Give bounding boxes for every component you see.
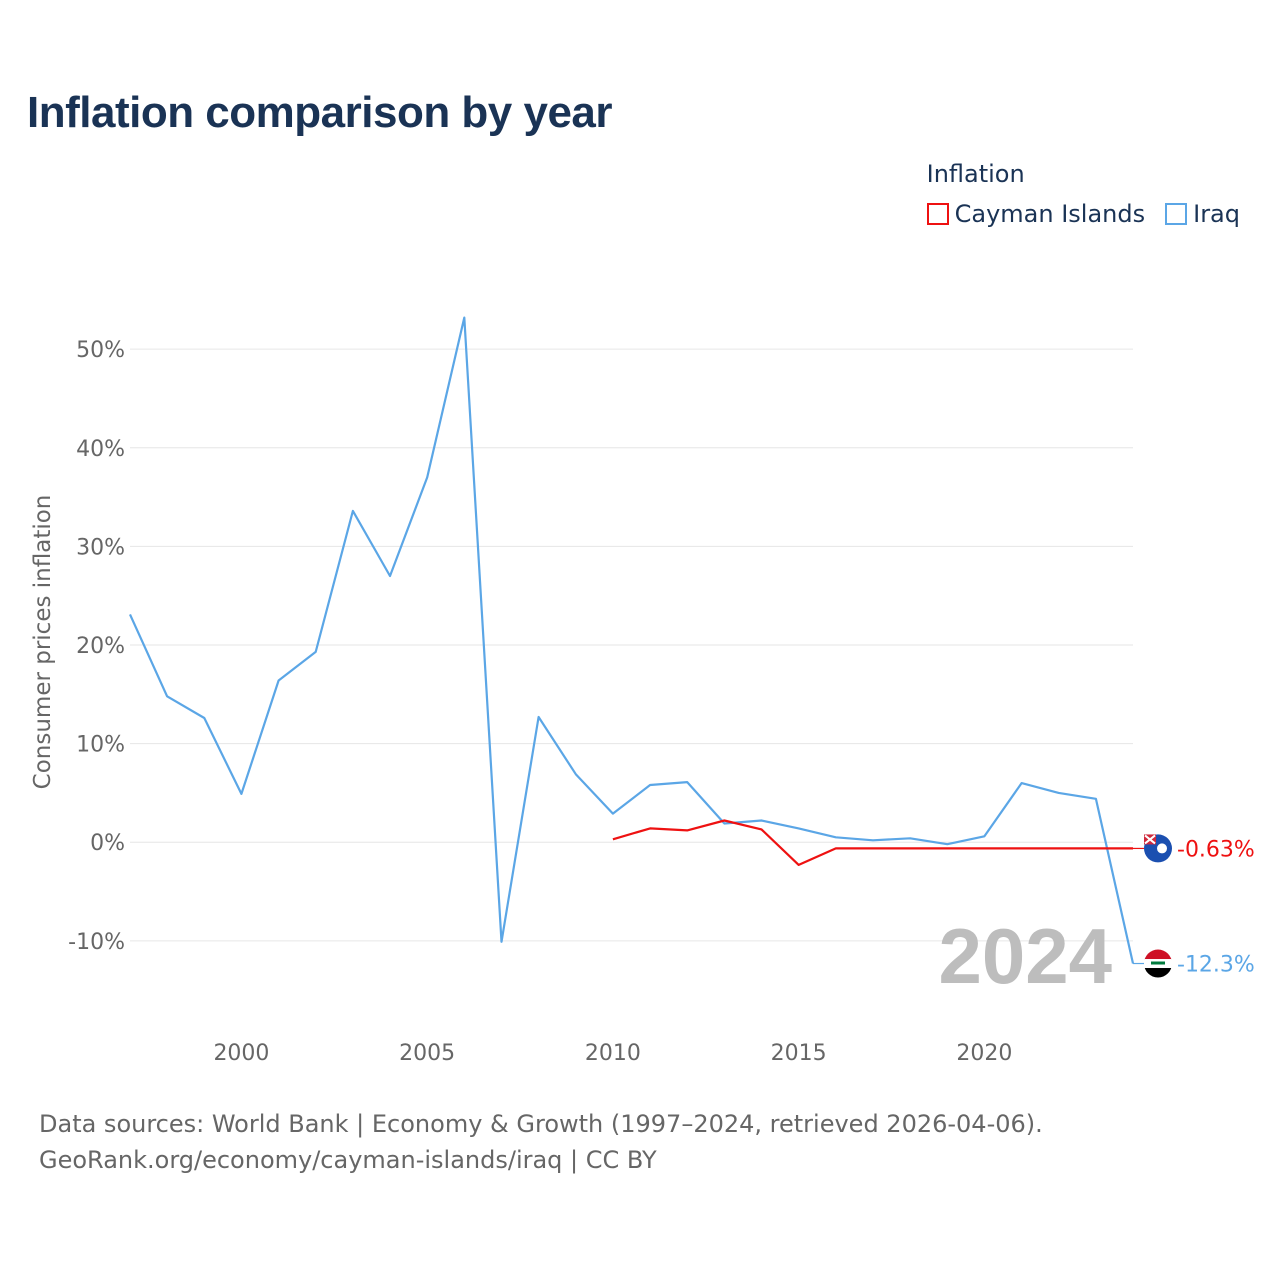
source-line-2[interactable]: GeoRank.org/economy/cayman-islands/iraq … (39, 1146, 657, 1174)
x-tick-label: 2015 (771, 1041, 827, 1066)
y-tick-label: 40% (76, 437, 125, 462)
end-value-label: -0.63% (1177, 837, 1255, 862)
x-tick-label: 2020 (956, 1041, 1012, 1066)
flag-emblem (1151, 961, 1165, 965)
x-tick-label: 2005 (399, 1041, 455, 1066)
legend-item-iraq[interactable]: Iraq (1165, 200, 1240, 228)
y-axis-label: Consumer prices inflation (30, 495, 56, 790)
legend-items: Cayman Islands Iraq (926, 200, 1240, 228)
end-markers: -0.63% -12.3% (1133, 834, 1255, 978)
end-value-label: -12.3% (1177, 953, 1255, 978)
year-watermark: 2024 (938, 912, 1112, 1000)
series-line-iraq (128, 316, 1135, 964)
y-tick-label: -10% (68, 930, 125, 955)
gridlines (130, 348, 1133, 942)
y-tick-label: 10% (76, 733, 125, 758)
chart-title: Inflation comparison by year (27, 88, 613, 137)
source-line-1: Data sources: World Bank | Economy & Gro… (39, 1110, 1043, 1138)
series-lines (128, 316, 1135, 964)
y-tick-label: 0% (90, 831, 125, 856)
flag-badge (1157, 843, 1167, 854)
x-tick-label: 2000 (213, 1041, 269, 1066)
y-tick-label: 30% (76, 535, 125, 560)
series-line-cayman-islands (612, 819, 1133, 867)
y-tick-label: 50% (76, 338, 125, 363)
flag-canton-cross (1144, 834, 1156, 845)
x-axis-ticks: 2000 2005 2010 2015 2020 (213, 1041, 1012, 1066)
x-tick-label: 2010 (585, 1041, 641, 1066)
legend-swatch-cayman-islands (926, 203, 949, 225)
legend-item-cayman-islands[interactable]: Cayman Islands (926, 200, 1146, 228)
line-chart: -10%0%10%20%30%40%50% 2000 2005 2010 2015 20… (30, 316, 1255, 1066)
legend-label-iraq: Iraq (1193, 200, 1240, 228)
flag-stripe-black (1144, 968, 1172, 978)
y-axis-ticks: -10% 0% 10% 20% 30% 40% 50% (68, 338, 125, 955)
cayman-islands-flag-icon (1144, 834, 1172, 863)
iraq-flag-icon (1144, 949, 1172, 978)
source-note: Data sources: World Bank | Economy & Gro… (39, 1106, 1043, 1178)
legend-title: Inflation (926, 160, 1025, 188)
flag-stripe-red (1144, 949, 1172, 960)
legend-label-cayman-islands: Cayman Islands (954, 200, 1146, 228)
legend-swatch-iraq (1165, 203, 1188, 225)
legend: Inflation Cayman Islands Iraq (926, 160, 1240, 228)
y-tick-label: 20% (76, 634, 125, 659)
